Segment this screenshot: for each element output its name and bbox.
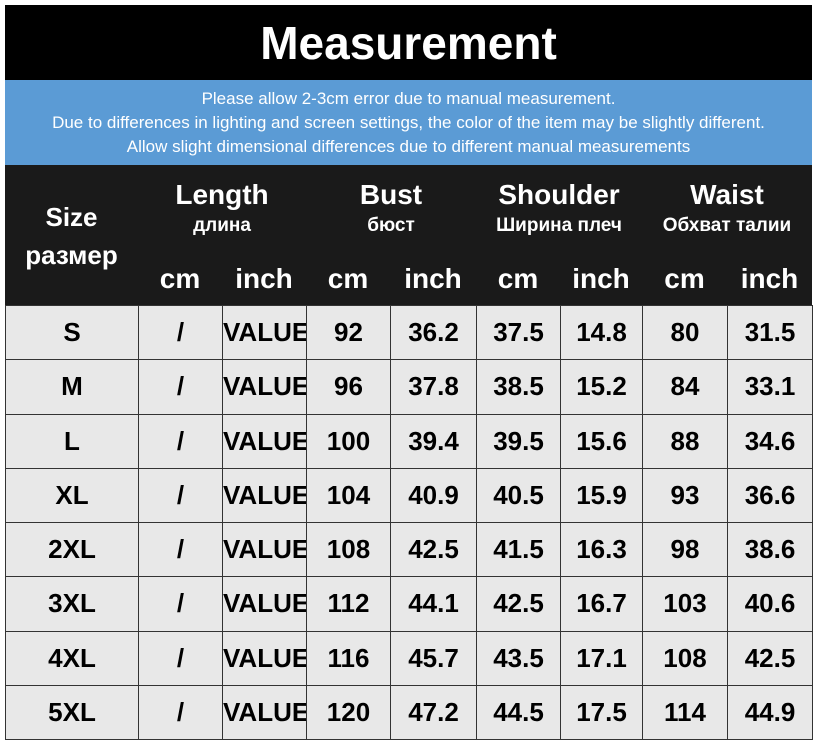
size-cell: 3XL [5,576,139,632]
size-cell: M [5,359,139,415]
size-cell: 5XL [5,684,139,740]
value-cell: VALUE [222,684,307,740]
value-cell: 100 [306,413,391,469]
unit-label: cm [497,263,539,294]
value-cell: 38.6 [727,522,813,578]
value-cell: / [138,522,223,578]
value-cell: VALUE [222,467,307,523]
value-cell: 92 [306,305,391,361]
value-cell: / [138,684,223,740]
value-cell: 33.1 [727,359,813,415]
value-cell: / [138,576,223,632]
notice: Please allow 2-3cm error due to manual m… [5,80,812,165]
group-sublabel: Ширина плеч [496,215,622,236]
value-cell: 15.2 [560,359,643,415]
unit-label: inch [404,263,462,294]
value-cell: 42.5 [727,630,813,686]
value-cell: VALUE [222,305,307,361]
value-cell: 38.5 [476,359,561,415]
size-cell: L [5,413,139,469]
value-cell: 40.9 [390,467,477,523]
value-cell: 37.5 [476,305,561,361]
value-cell: 17.1 [560,630,643,686]
title: Measurement [5,5,812,80]
value-cell: 40.5 [476,467,561,523]
size-sublabel: размер [25,239,118,270]
value-cell: 14.8 [560,305,643,361]
value-cell: 31.5 [727,305,813,361]
group-sublabel: длина [193,215,251,236]
table-header [5,165,812,305]
notice-line: Please allow 2-3cm error due to manual m… [201,88,616,108]
unit-label: cm [327,263,369,294]
value-cell: 42.5 [390,522,477,578]
group-label: Waist [690,179,764,210]
value-cell: VALUE [222,630,307,686]
unit-label: inch [235,263,293,294]
value-cell: 112 [306,576,391,632]
value-cell: 15.6 [560,413,643,469]
value-cell: VALUE [222,359,307,415]
value-cell: VALUE [222,413,307,469]
unit-label: cm [664,263,705,294]
notice-line: Allow slight dimensional differences due… [126,136,691,156]
value-cell: 39.4 [390,413,477,469]
value-cell: 88 [642,413,728,469]
value-cell: 36.6 [727,467,813,523]
value-cell: 44.9 [727,684,813,740]
value-cell: 39.5 [476,413,561,469]
value-cell: 42.5 [476,576,561,632]
unit-label: inch [740,263,799,294]
group-label: Length [175,179,269,210]
value-cell: / [138,305,223,361]
value-cell: 108 [642,630,728,686]
value-cell: 103 [642,576,728,632]
value-cell: 15.9 [560,467,643,523]
size-cell: XL [5,467,139,523]
group-label: Shoulder [498,179,620,210]
value-cell: 44.5 [476,684,561,740]
value-cell: 96 [306,359,391,415]
size-cell: 2XL [5,522,139,578]
value-cell: 16.3 [560,522,643,578]
value-cell: VALUE [222,576,307,632]
value-cell: / [138,359,223,415]
value-cell: 37.8 [390,359,477,415]
group-sublabel: Обхват талии [662,215,792,236]
value-cell: 47.2 [390,684,477,740]
value-cell: / [138,467,223,523]
value-cell: 80 [642,305,728,361]
size-cell: S [5,305,139,361]
value-cell: 41.5 [476,522,561,578]
group-sublabel: бюст [367,215,415,236]
group-label: Bust [359,179,423,210]
value-cell: / [138,630,223,686]
notice-line: Due to differences in lighting and scree… [52,112,765,132]
value-cell: 44.1 [390,576,477,632]
size-label: Size [45,201,98,232]
value-cell: 98 [642,522,728,578]
value-cell: 120 [306,684,391,740]
value-cell: 17.5 [560,684,643,740]
value-cell: 34.6 [727,413,813,469]
value-cell: 43.5 [476,630,561,686]
value-cell: 116 [306,630,391,686]
value-cell: VALUE [222,522,307,578]
value-cell: 45.7 [390,630,477,686]
value-cell: 16.7 [560,576,643,632]
unit-label: cm [159,263,201,294]
value-cell: 114 [642,684,728,740]
value-cell: 84 [642,359,728,415]
unit-label: inch [572,263,630,294]
value-cell: 108 [306,522,391,578]
value-cell: 104 [306,467,391,523]
value-cell: 40.6 [727,576,813,632]
value-cell: / [138,413,223,469]
value-cell: 36.2 [390,305,477,361]
size-cell: 4XL [5,630,139,686]
value-cell: 93 [642,467,728,523]
